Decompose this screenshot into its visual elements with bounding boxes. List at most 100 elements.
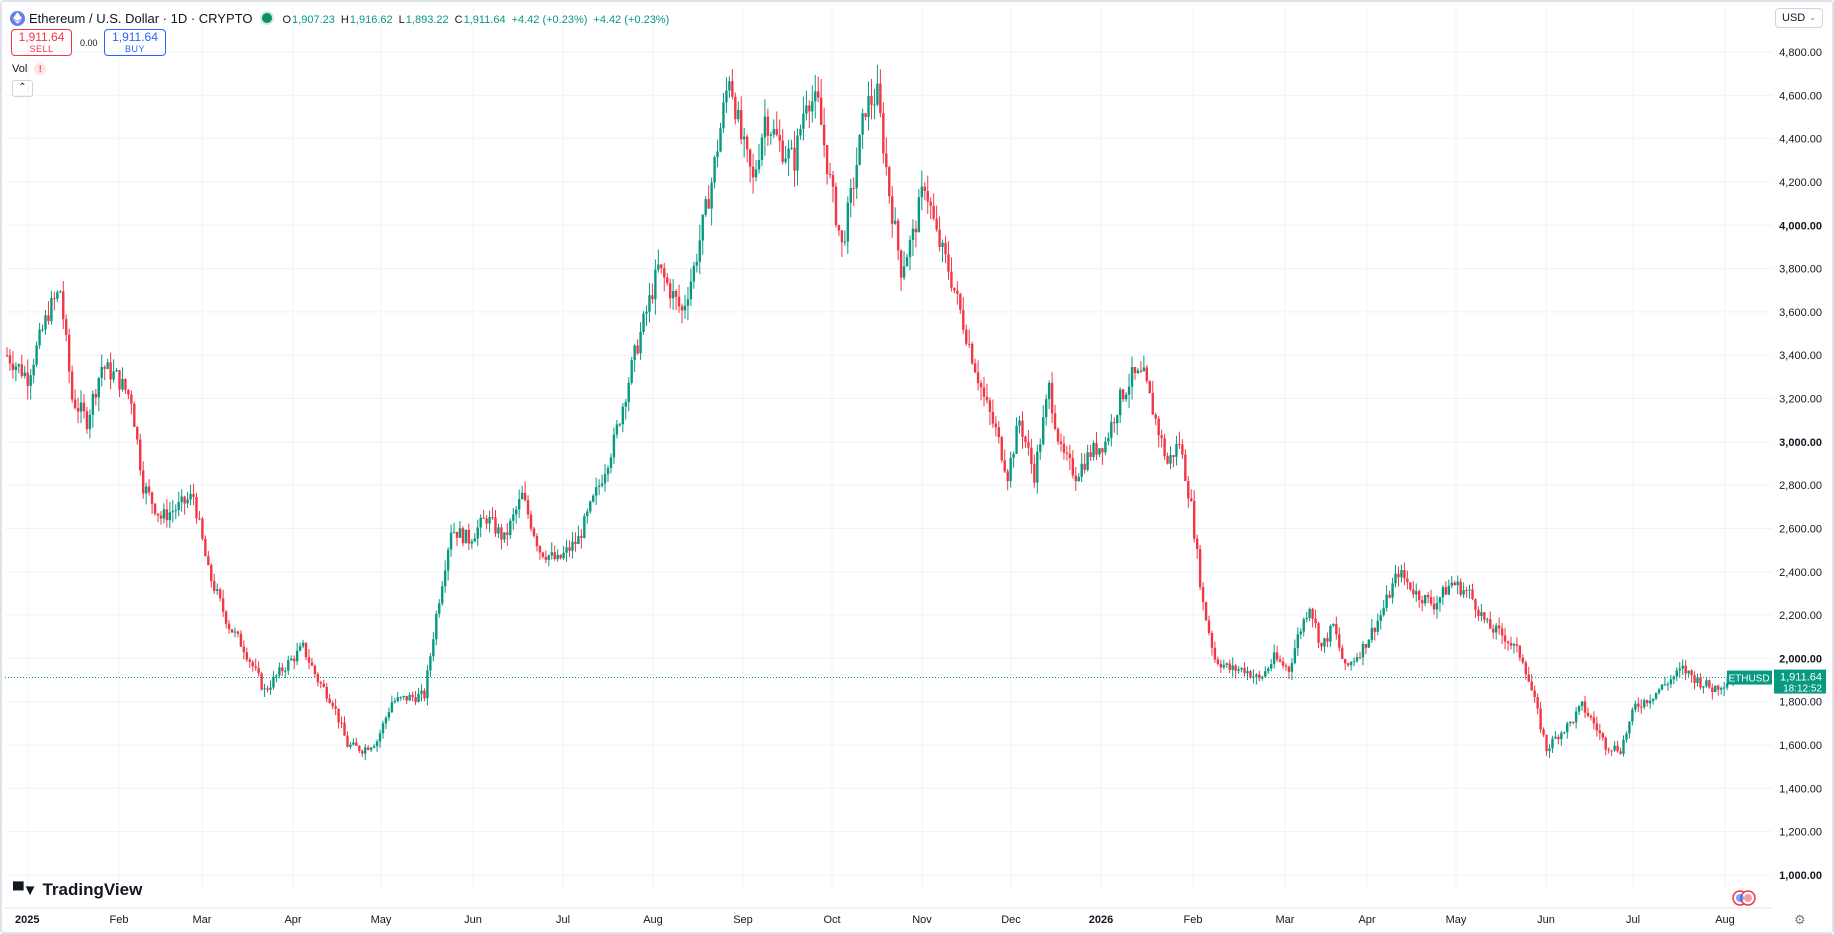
- candle-body: [355, 742, 358, 746]
- candle-body: [171, 511, 174, 513]
- candle-body: [1654, 692, 1658, 699]
- candle-body: [831, 175, 835, 187]
- candle-body: [340, 722, 343, 724]
- collapse-legend-button[interactable]: ⌃: [12, 80, 33, 97]
- symbol-tag: [1727, 670, 1772, 685]
- candle-body: [970, 343, 974, 364]
- candle-body: [94, 393, 98, 398]
- candle-body: [1157, 418, 1160, 436]
- candle-body: [1610, 750, 1613, 752]
- candle-body: [210, 565, 213, 582]
- candle-body: [233, 631, 237, 633]
- candle-body: [221, 598, 225, 612]
- candle-body: [1379, 615, 1382, 621]
- candle-body: [1462, 590, 1465, 595]
- sell-button[interactable]: 1,911.64 SELL: [11, 29, 72, 56]
- candle-body: [159, 515, 163, 519]
- candle-body: [186, 499, 189, 504]
- candle-body: [1341, 647, 1344, 660]
- candle-body: [624, 402, 627, 407]
- y-tick-label: 4,600.00: [1779, 90, 1822, 102]
- candle-body: [1385, 594, 1388, 608]
- y-tick-label: 1,000.00: [1779, 870, 1822, 882]
- candle-body: [1456, 581, 1459, 586]
- candle-body: [941, 242, 944, 247]
- buy-button[interactable]: 1,911.64 BUY: [104, 29, 166, 56]
- candle-body: [1163, 438, 1166, 457]
- candle-body: [1234, 665, 1237, 671]
- candle-body: [1574, 711, 1578, 723]
- candle-body: [861, 113, 864, 135]
- candle-body: [781, 140, 784, 162]
- candle-body: [550, 552, 553, 556]
- x-tick-label: Oct: [823, 914, 840, 926]
- candle-body: [59, 291, 62, 293]
- candle-body: [429, 656, 432, 671]
- price-axis: 1,000.00 1,200.00 1,400.00 1,600.00 1,800.00…: [1779, 47, 1822, 882]
- candle-body: [1693, 675, 1696, 684]
- candle-body: [358, 745, 361, 751]
- candle-body: [17, 364, 21, 367]
- candle-body: [1080, 463, 1083, 477]
- candle-body: [648, 295, 651, 312]
- candle-body: [541, 552, 545, 557]
- candle-body: [441, 586, 444, 604]
- tradingview-logo[interactable]: ▀▼ TradingView: [13, 880, 142, 900]
- candle-body: [1187, 480, 1190, 499]
- candle-body: [236, 631, 240, 634]
- volume-indicator-legend[interactable]: Vol !: [12, 63, 47, 75]
- candle-body: [1077, 476, 1080, 482]
- candle-body: [1412, 589, 1415, 595]
- candle-body: [1110, 421, 1113, 438]
- candle-body: [885, 153, 888, 168]
- symbol-title[interactable]: Ethereum / U.S. Dollar · 1D · CRYPTO: [29, 10, 253, 26]
- warning-icon[interactable]: !: [34, 63, 47, 75]
- region-flags-icon[interactable]: [1731, 889, 1757, 907]
- candle-body: [1613, 745, 1616, 751]
- candle-body: [1607, 749, 1610, 751]
- candle-body: [1666, 684, 1670, 686]
- candle-body: [811, 101, 814, 112]
- candle-body: [997, 427, 1001, 438]
- candle-body: [375, 741, 379, 747]
- candle-body: [195, 496, 198, 519]
- candle-body: [213, 581, 216, 592]
- candle-body: [618, 424, 622, 426]
- candle-body: [112, 371, 115, 380]
- candle-body: [1083, 463, 1086, 470]
- candle-body: [435, 613, 438, 640]
- candle-body: [1121, 389, 1125, 400]
- candle-body: [1711, 687, 1714, 693]
- candle-body: [408, 694, 411, 701]
- candle-body: [994, 423, 998, 428]
- candle-body: [1006, 471, 1009, 482]
- candle-body: [411, 694, 414, 698]
- currency-select[interactable]: USD ⌄: [1775, 8, 1823, 28]
- candle-body: [1429, 597, 1433, 604]
- candle-body: [870, 95, 873, 105]
- sell-label: SELL: [29, 44, 54, 54]
- candle-body: [1515, 644, 1519, 646]
- candle-body: [369, 747, 373, 750]
- candle-body: [455, 531, 459, 538]
- candle-body: [390, 702, 394, 713]
- candle-body: [1518, 645, 1522, 658]
- candle-body: [1071, 458, 1075, 476]
- y-tick-label: 2,200.00: [1779, 610, 1822, 622]
- candle-body: [976, 372, 980, 384]
- candle-body: [1293, 648, 1297, 664]
- candle-body: [1486, 619, 1489, 621]
- candle-body: [292, 658, 296, 662]
- candle-body: [147, 486, 151, 493]
- candle-body: [136, 427, 139, 440]
- candle-body: [1216, 659, 1220, 664]
- candle-body: [1551, 738, 1554, 749]
- candle-body: [592, 495, 595, 502]
- candle-body: [1690, 670, 1693, 676]
- candle-body: [174, 509, 177, 512]
- candle-body: [731, 81, 734, 97]
- candle-body: [1625, 733, 1628, 740]
- countdown-label: 18:12:52: [1783, 684, 1822, 695]
- settings-gear-icon[interactable]: ⚙: [1794, 912, 1806, 927]
